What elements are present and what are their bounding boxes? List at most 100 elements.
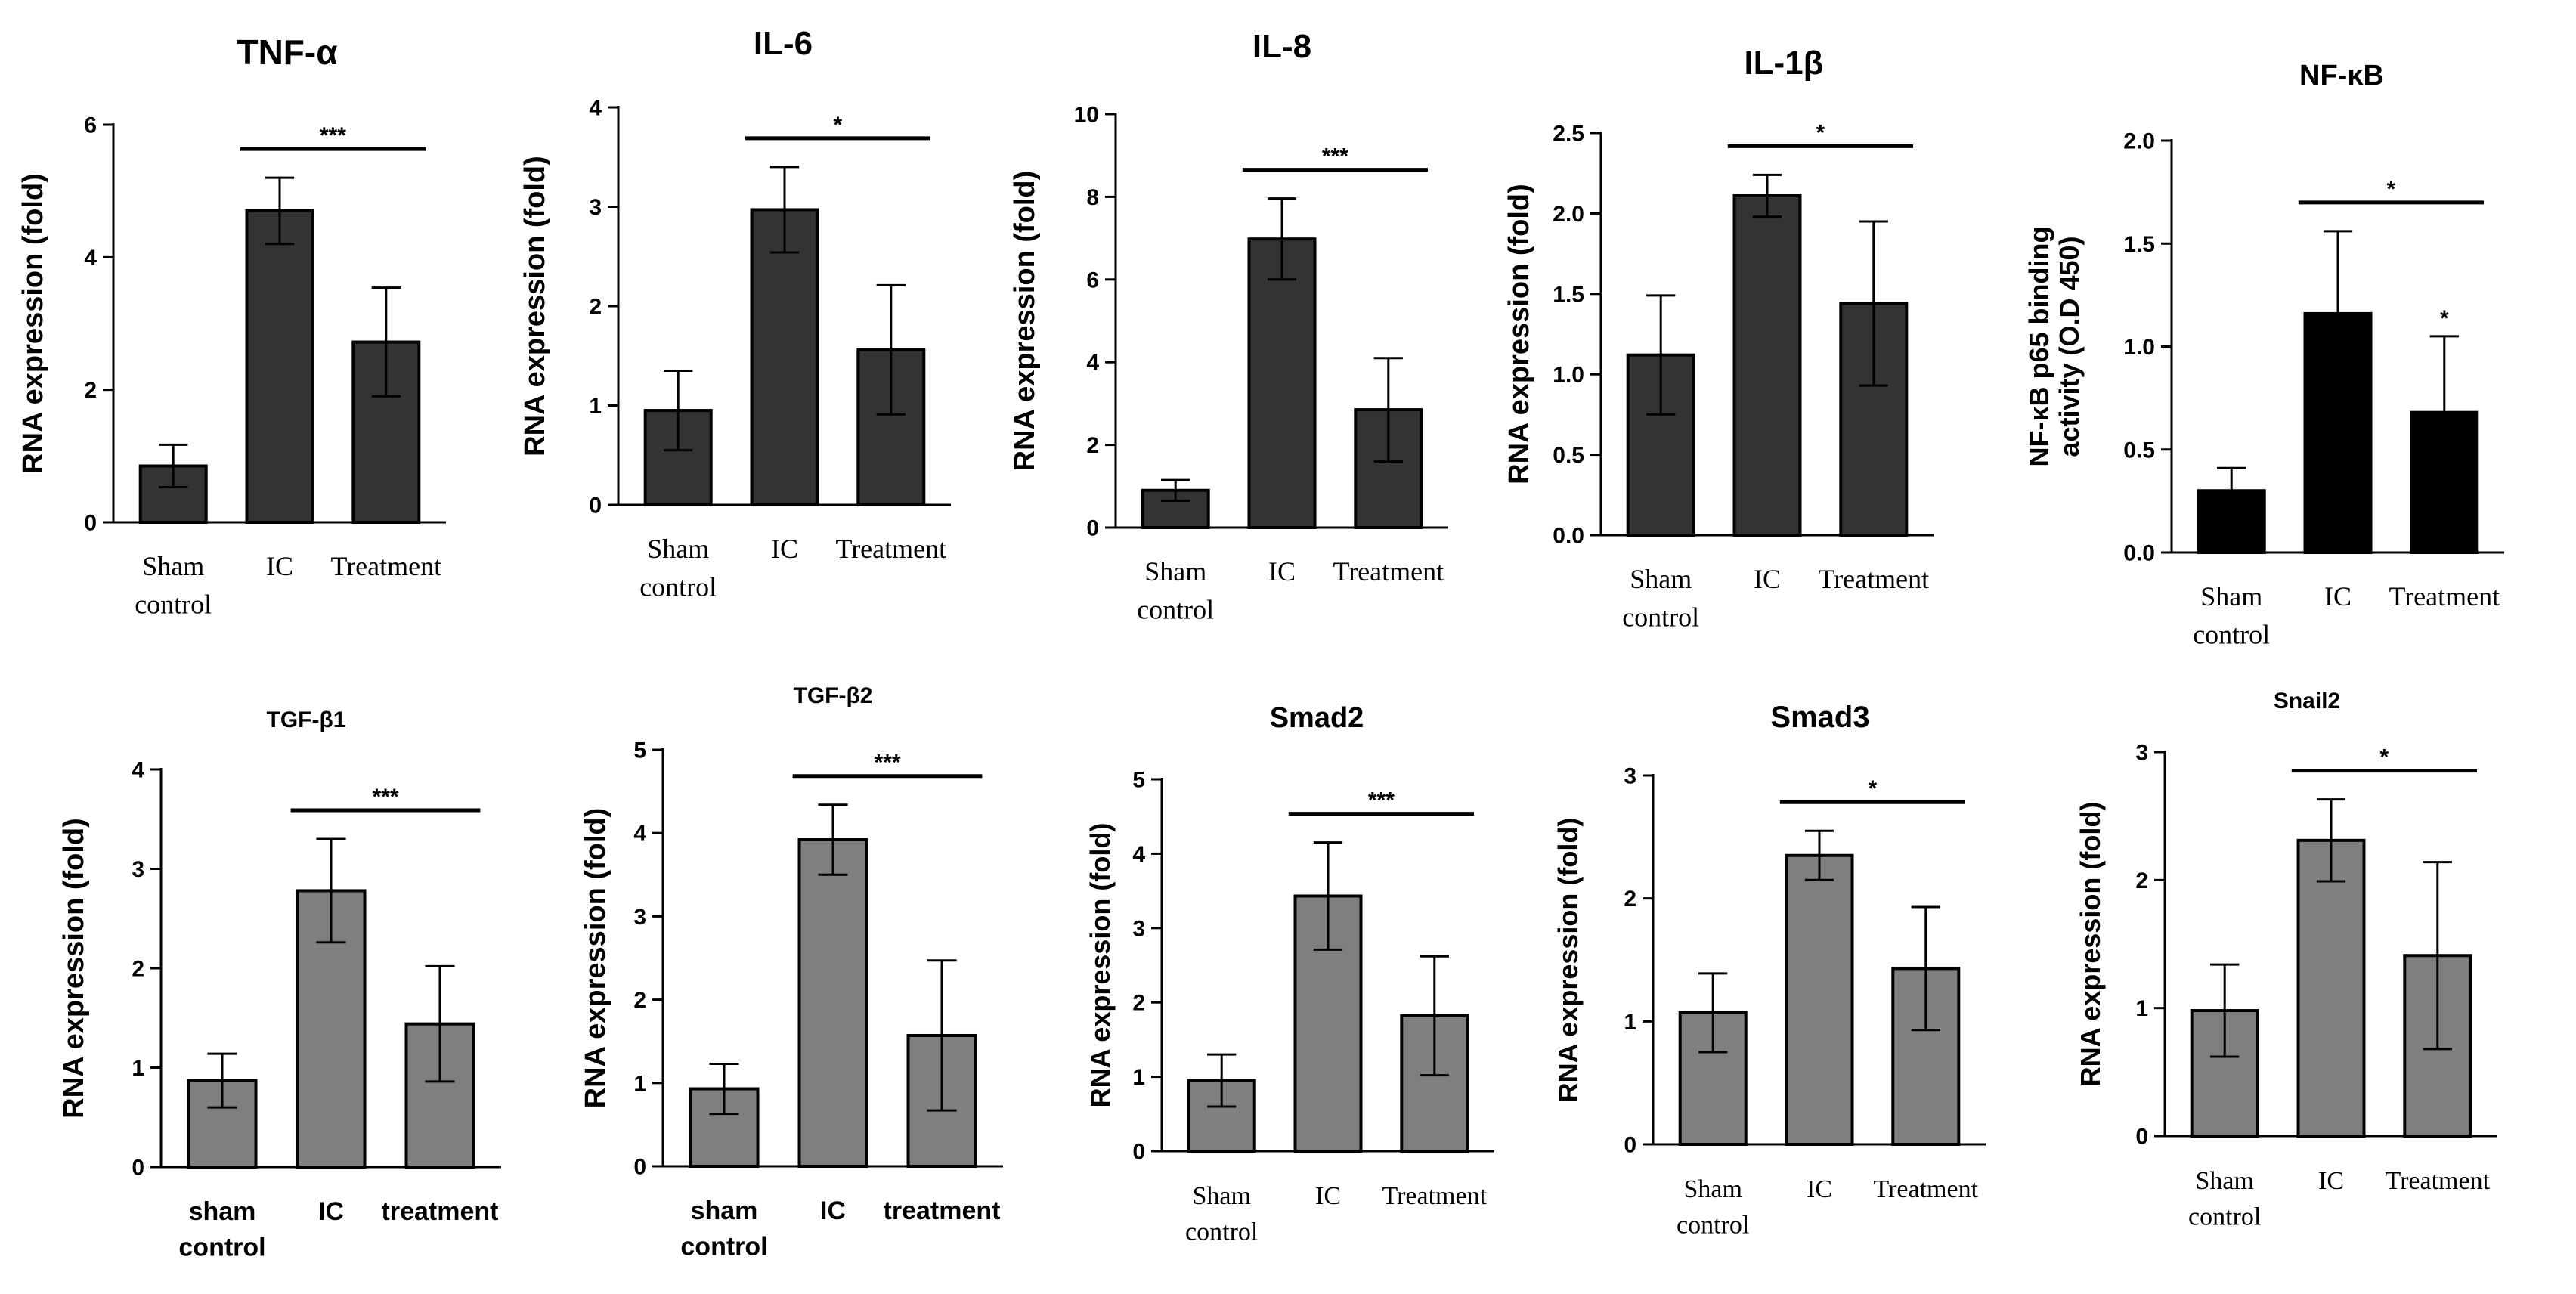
chart-panel-tnf: TNF-α RNA expression (fold) 0 2 4 6 Sham contro… (17, 33, 446, 619)
chart-panel-nfkb: NF-κB NF-κB p65 bindingactivity (O.D 450)… (2023, 60, 2504, 649)
y-axis-label: NF-κB p65 bindingactivity (O.D 450) (2023, 226, 2085, 466)
chart-panel-il8: IL-8 RNA expression (fold) 0 2 4 6 8 10 Sham cont… (1009, 28, 1448, 624)
y-axis-label: RNA expression (fold) (1009, 171, 1041, 472)
chart-title: TGF-β2 (794, 683, 873, 708)
category-label: IC (1268, 556, 1296, 587)
category-label: control (1137, 594, 1214, 624)
y-tick-label: 1.5 (2123, 232, 2155, 257)
y-tick-label: 0 (1086, 516, 1099, 541)
y-axis-label-line: NF-κB p65 binding (2023, 226, 2054, 466)
category-label: Treatment (1333, 556, 1444, 587)
category-label: Treatment (1874, 1175, 1979, 1203)
y-tick-label: 6 (84, 113, 97, 138)
category-label: Treatment (2389, 581, 2500, 611)
significance-stars: * (834, 113, 843, 138)
y-axis-label: RNA expression (fold) (580, 808, 611, 1109)
y-tick-label: 3 (1132, 916, 1145, 941)
chart-title: IL-6 (754, 25, 813, 62)
category-label: Treatment (1382, 1182, 1488, 1210)
category-label: Sham (2200, 581, 2262, 611)
chart-title: Smad2 (1270, 702, 1364, 734)
bar (1785, 853, 1854, 1146)
significance-stars: *** (320, 123, 346, 148)
chart-title: TNF-α (237, 33, 337, 72)
category-label: treatment (884, 1196, 1001, 1225)
category-label: Sham (1144, 556, 1206, 587)
bar (1247, 237, 1317, 529)
category-label: IC (1807, 1175, 1832, 1203)
y-tick-label: 3 (132, 857, 144, 882)
chart-panel-tgfb1: TGF-β1 RNA expression (fold) 0 1 2 3 4 sham cont… (58, 707, 501, 1262)
category-label: Sham (1192, 1182, 1250, 1210)
point-significance: * (2440, 306, 2449, 331)
bar (245, 209, 314, 524)
y-tick-label: 1.5 (1553, 282, 1584, 307)
y-tick-label: 2 (1086, 433, 1099, 458)
chart-panel-smad2: Smad2 RNA expression (fold) 0 1 2 3 4 5 Sham cont… (1085, 702, 1494, 1246)
significance-stars: *** (1322, 144, 1348, 169)
category-label: control (1622, 602, 1699, 632)
y-tick-label: 0 (2135, 1125, 2148, 1150)
y-tick-label: 0 (1624, 1133, 1636, 1158)
chart-title: TGF-β1 (267, 707, 346, 732)
category-label: treatment (382, 1197, 499, 1226)
category-label: Sham (1683, 1175, 1742, 1203)
chart-panel-tgfb2: TGF-β2 RNA expression (fold) 0 1 2 3 4 5 sham con… (580, 683, 1003, 1261)
y-tick-label: 2 (84, 378, 97, 403)
y-tick-label: 1.0 (1553, 363, 1584, 388)
chart-title: IL-8 (1252, 28, 1311, 65)
y-tick-label: 2 (589, 295, 602, 320)
y-axis-label: RNA expression (fold) (58, 818, 90, 1119)
y-tick-label: 1.0 (2123, 335, 2155, 360)
y-tick-label: 0.5 (1553, 443, 1584, 468)
chart-title: IL-1β (1744, 45, 1823, 82)
significance-stars: *** (874, 751, 900, 775)
y-tick-label: 0.5 (2123, 438, 2155, 463)
significance-stars: *** (1368, 788, 1395, 813)
chart-panel-smad3: Smad3 RNA expression (fold) 0 1 2 3 Sham contro… (1553, 701, 1986, 1240)
category-label: control (1185, 1218, 1258, 1246)
y-tick-label: 6 (1086, 268, 1099, 293)
category-label: Sham (647, 534, 709, 564)
category-label: Sham (1630, 564, 1692, 594)
y-tick-label: 3 (1624, 764, 1636, 789)
y-tick-label: 4 (1086, 351, 1099, 376)
category-label: control (2188, 1203, 2261, 1231)
category-label: control (680, 1233, 767, 1261)
chart-panel-il6: IL-6 RNA expression (fold) 0 1 2 3 4 Sham contro… (519, 25, 951, 602)
category-label: IC (2318, 1167, 2344, 1195)
category-label: Treatment (835, 534, 946, 564)
significance-stars: * (2380, 745, 2389, 770)
category-label: control (135, 589, 212, 619)
category-label: Treatment (330, 551, 441, 581)
y-tick-label: 3 (2135, 741, 2148, 766)
category-label: IC (266, 551, 293, 581)
y-tick-label: 3 (633, 905, 646, 930)
y-tick-label: 3 (589, 195, 602, 220)
significance-stars: * (1869, 776, 1878, 801)
chart-panel-snail2: Snail2 RNA expression (fold) 0 1 2 3 Sham contr… (2075, 689, 2497, 1231)
y-axis-label: RNA expression (fold) (1085, 823, 1116, 1108)
y-tick-label: 4 (589, 96, 602, 121)
category-label: Sham (2195, 1167, 2253, 1195)
y-tick-label: 8 (1086, 185, 1099, 210)
category-label: control (639, 571, 717, 602)
y-tick-label: 4 (633, 822, 646, 847)
significance-stars: * (1816, 120, 1825, 145)
y-tick-label: 0.0 (2123, 541, 2155, 566)
category-label: sham (189, 1197, 256, 1226)
category-label: control (178, 1234, 265, 1262)
y-tick-label: 5 (1132, 768, 1145, 793)
y-tick-label: 1 (132, 1056, 144, 1081)
y-tick-label: 1 (1132, 1065, 1145, 1090)
category-label: IC (2324, 581, 2352, 611)
y-tick-label: 1 (1624, 1010, 1636, 1035)
category-label: IC (771, 534, 798, 564)
y-tick-label: 1 (2135, 996, 2148, 1021)
category-label: Treatment (1818, 564, 1929, 594)
y-tick-label: 0 (1132, 1140, 1145, 1165)
bar (1732, 193, 1802, 537)
y-tick-label: 0 (84, 511, 97, 536)
y-tick-label: 2 (1132, 991, 1145, 1016)
